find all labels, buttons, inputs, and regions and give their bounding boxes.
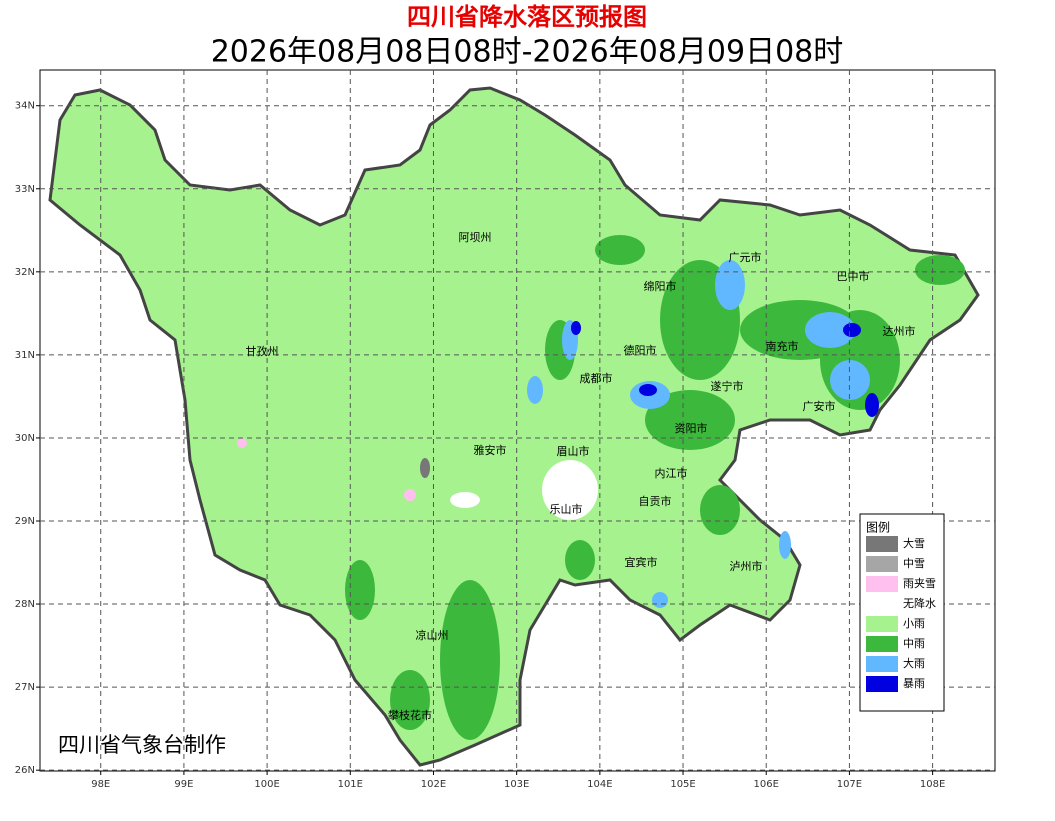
province <box>48 86 980 767</box>
y-tick-label: 34N <box>15 101 35 112</box>
credit: 四川省气象台制作 <box>58 733 226 757</box>
x-tick-label: 106E <box>754 779 779 790</box>
city-label: 泸州市 <box>730 559 763 573</box>
legend-swatch <box>866 536 898 552</box>
legend-swatch <box>866 616 898 632</box>
y-tick-label: 28N <box>15 599 35 610</box>
torrential-rain-areas <box>571 321 879 417</box>
city-label: 遂宁市 <box>711 379 744 393</box>
no-rain-areas <box>450 460 598 520</box>
city-label: 绵阳市 <box>644 279 677 293</box>
city-label: 眉山市 <box>557 444 590 458</box>
city-label: 攀枝花市 <box>388 708 432 722</box>
city-label: 德阳市 <box>624 343 657 357</box>
y-tick-label: 29N <box>15 516 35 527</box>
x-tick-label: 102E <box>421 779 446 790</box>
city-label: 内江市 <box>655 466 688 480</box>
legend-label: 大雪 <box>903 536 925 550</box>
x-tick-label: 107E <box>837 779 862 790</box>
legend-title: 图例 <box>866 521 890 535</box>
city-label: 广安市 <box>803 399 836 413</box>
legend-swatch <box>866 676 898 692</box>
y-tick-label: 32N <box>15 267 35 278</box>
legend-label: 无降水 <box>903 596 936 610</box>
x-tick-label: 104E <box>587 779 612 790</box>
city-label: 成都市 <box>580 371 613 385</box>
x-tick-label: 101E <box>338 779 363 790</box>
city-label: 南充市 <box>766 339 799 353</box>
subtitle: 2026年08月08日08时-2026年08月09日08时 <box>211 35 844 70</box>
city-label: 阿坝州 <box>459 230 492 244</box>
legend-label: 大雨 <box>903 656 925 670</box>
city-label: 乐山市 <box>550 502 583 516</box>
x-tick-label: 98E <box>91 779 110 790</box>
city-label: 甘孜州 <box>246 344 279 358</box>
city-label: 广元市 <box>729 250 762 264</box>
y-tick-label: 30N <box>15 433 35 444</box>
x-tick-label: 99E <box>174 779 193 790</box>
y-tick-label: 27N <box>15 682 35 693</box>
city-label: 自贡市 <box>639 494 672 508</box>
legend-swatch <box>866 656 898 672</box>
x-tick-label: 100E <box>254 779 279 790</box>
legend-label: 暴雨 <box>903 677 925 690</box>
province-outline <box>48 86 980 767</box>
y-tick-label: 33N <box>15 184 35 195</box>
legend-label: 小雨 <box>903 617 925 630</box>
y-tick-label: 31N <box>15 350 35 361</box>
legend-swatch <box>866 596 898 612</box>
legend-swatch <box>866 636 898 652</box>
x-tick-label: 103E <box>504 779 529 790</box>
city-label: 雅安市 <box>474 443 507 457</box>
y-tick-label: 26N <box>15 765 35 776</box>
title: 四川省降水落区预报图 <box>407 3 647 31</box>
snow-areas <box>237 438 430 501</box>
city-label: 凉山州 <box>416 628 449 642</box>
city-label: 巴中市 <box>837 269 870 283</box>
legend-swatch <box>866 576 898 592</box>
city-label: 达州市 <box>883 324 916 338</box>
legend-label: 中雨 <box>903 637 925 650</box>
city-label: 宜宾市 <box>625 555 658 569</box>
city-label: 资阳市 <box>675 421 708 435</box>
x-tick-label: 108E <box>920 779 945 790</box>
legend-label: 中雪 <box>903 557 925 570</box>
legend-swatch <box>866 556 898 572</box>
legend-label: 雨夹雪 <box>903 577 936 590</box>
x-tick-label: 105E <box>670 779 695 790</box>
